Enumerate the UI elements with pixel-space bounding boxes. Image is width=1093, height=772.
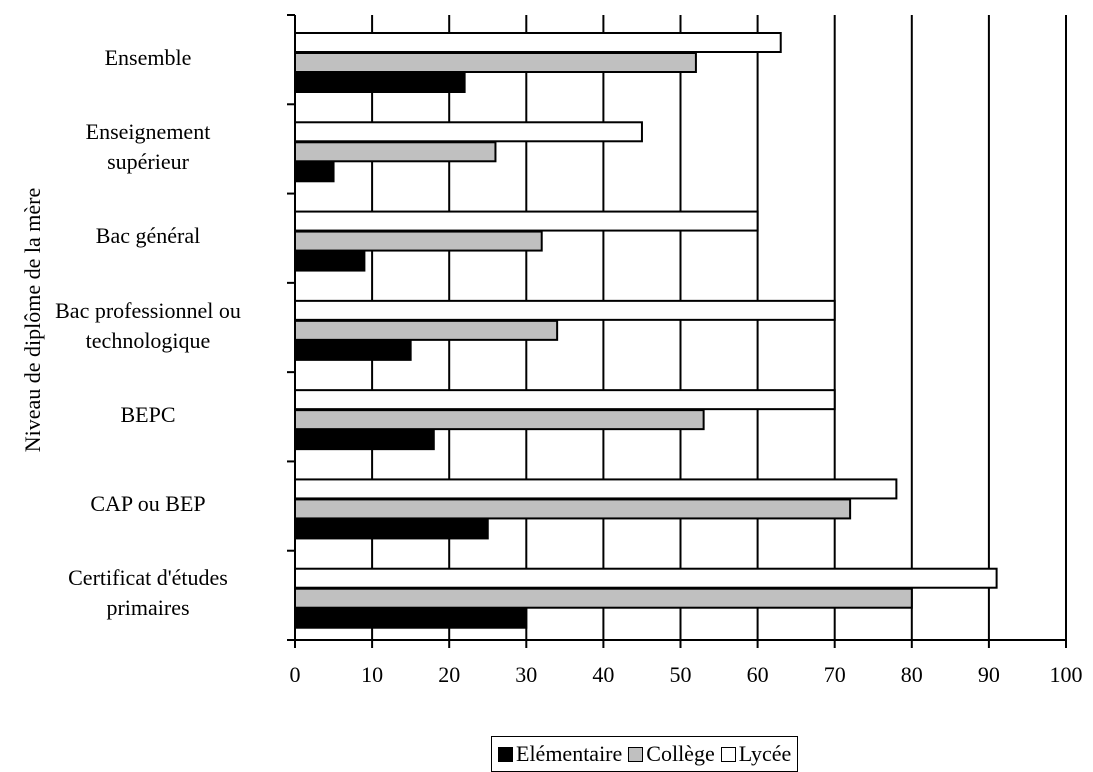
category-label: Bac professionnel ou technologique <box>55 297 241 353</box>
bar-lycée-1 <box>294 121 643 143</box>
legend-item: Lycée <box>720 741 792 767</box>
bar-collège-2 <box>294 230 543 252</box>
legend-label: Elémentaire <box>516 741 623 766</box>
bar-lycée-0 <box>294 32 782 53</box>
legend: Elémentaire Collège Lycée <box>491 736 799 772</box>
x-tick-label: 70 <box>823 662 846 687</box>
legend-label: Lycée <box>738 741 792 766</box>
x-tick-label: 60 <box>746 662 769 687</box>
category-label: Bac général <box>95 223 201 249</box>
legend-item: Elémentaire <box>498 741 622 767</box>
legend-swatch <box>720 746 736 762</box>
bar-lycée-4 <box>294 389 836 411</box>
bar-collège-1 <box>294 141 497 163</box>
category-label: CAP ou BEP <box>90 491 206 517</box>
bar-elémentaire-4 <box>294 429 435 451</box>
bar-collège-5 <box>294 498 852 520</box>
bar-lycée-3 <box>294 299 836 321</box>
bar-collège-4 <box>294 409 705 431</box>
bar-elémentaire-5 <box>294 518 489 540</box>
y-axis-title: Niveau de diplôme de la mère <box>20 187 45 453</box>
bar-lycée-5 <box>294 478 898 500</box>
legend-swatch <box>498 746 513 762</box>
bar-collège-3 <box>294 319 559 341</box>
bar-elémentaire-2 <box>294 250 366 272</box>
bar-elémentaire-3 <box>294 339 412 361</box>
x-tick-label: 80 <box>900 662 923 687</box>
bar-elémentaire-0 <box>294 72 466 93</box>
legend-swatch <box>628 746 644 762</box>
bar-collège-6 <box>294 587 913 609</box>
category-label: BEPC <box>120 401 176 427</box>
bar-elémentaire-6 <box>294 607 528 629</box>
category-label: Certificat d'études primaires <box>68 565 228 621</box>
legend-label: Collège <box>646 741 715 766</box>
x-tick-label: 50 <box>669 662 692 687</box>
category-label: Enseignement supérieur <box>85 118 211 174</box>
bar-lycée-6 <box>294 567 998 589</box>
bar-elémentaire-1 <box>294 161 335 183</box>
x-tick-label: 30 <box>515 662 538 687</box>
x-tick-label: 0 <box>289 662 301 687</box>
x-tick-label: 90 <box>977 662 1000 687</box>
legend-item: Collège <box>628 741 715 767</box>
bar-lycée-2 <box>294 210 759 232</box>
x-tick-label: 10 <box>361 662 384 687</box>
x-tick-label: 20 <box>438 662 461 687</box>
category-label: Ensemble <box>104 44 192 70</box>
bar-collège-0 <box>294 52 697 73</box>
x-tick-label: 100 <box>1049 662 1083 687</box>
x-tick-label: 40 <box>592 662 615 687</box>
